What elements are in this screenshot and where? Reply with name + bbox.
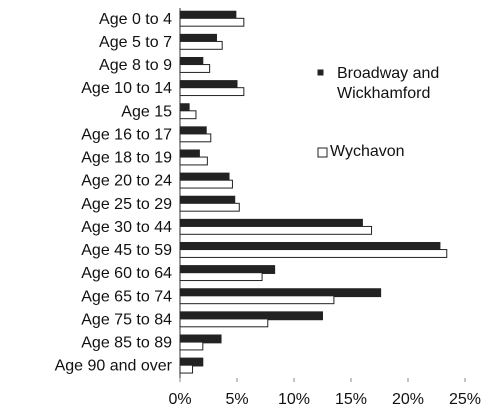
y-tick-label: Age 18 to 19 bbox=[81, 150, 172, 167]
y-tick-label: Age 75 to 84 bbox=[81, 311, 172, 328]
bar bbox=[179, 87, 245, 97]
bar bbox=[179, 272, 263, 282]
y-tick-label: Age 60 to 64 bbox=[81, 265, 172, 282]
bar bbox=[179, 318, 269, 328]
y-tick-label: Age 90 and over bbox=[55, 358, 173, 375]
bar bbox=[179, 364, 194, 374]
y-tick-label: Age 8 to 9 bbox=[99, 57, 172, 74]
bar bbox=[179, 249, 448, 258]
bar bbox=[179, 179, 233, 189]
legend-swatch bbox=[317, 69, 324, 76]
y-tick-label: Age 15 bbox=[121, 103, 172, 120]
y-tick-label: Age 30 to 44 bbox=[81, 219, 172, 236]
y-tick-label: Age 5 to 7 bbox=[99, 34, 172, 51]
bar bbox=[179, 295, 335, 305]
legend-swatch bbox=[317, 147, 328, 158]
y-tick-label: Age 10 to 14 bbox=[81, 80, 172, 97]
bar bbox=[179, 17, 245, 27]
x-tick-label: 5% bbox=[225, 391, 248, 408]
x-tick-label: 25% bbox=[449, 391, 481, 408]
y-tick-label: Age 65 to 74 bbox=[81, 288, 172, 305]
y-tick-label: Age 45 to 59 bbox=[81, 242, 172, 259]
y-tick-label: Age 25 to 29 bbox=[81, 196, 172, 213]
x-tick-label: 10% bbox=[278, 391, 310, 408]
bar bbox=[179, 40, 223, 50]
bar bbox=[179, 133, 212, 143]
x-tick-label: 0% bbox=[168, 391, 191, 408]
bar bbox=[179, 156, 208, 166]
bar bbox=[179, 341, 204, 351]
legend-label: Broadway and Wickhamford bbox=[337, 65, 440, 102]
y-tick-label: Age 0 to 4 bbox=[99, 11, 172, 28]
x-tick-label: 20% bbox=[392, 391, 424, 408]
y-tick-label: Age 85 to 89 bbox=[81, 335, 172, 352]
bar bbox=[179, 202, 240, 212]
x-tick-label: 15% bbox=[335, 391, 367, 408]
y-tick-label: Age 16 to 17 bbox=[81, 126, 172, 143]
bar bbox=[179, 225, 373, 235]
legend-label: Wychavon bbox=[330, 143, 405, 160]
y-tick-label: Age 20 to 24 bbox=[81, 173, 172, 190]
bar bbox=[179, 110, 197, 120]
bar bbox=[179, 64, 211, 73]
